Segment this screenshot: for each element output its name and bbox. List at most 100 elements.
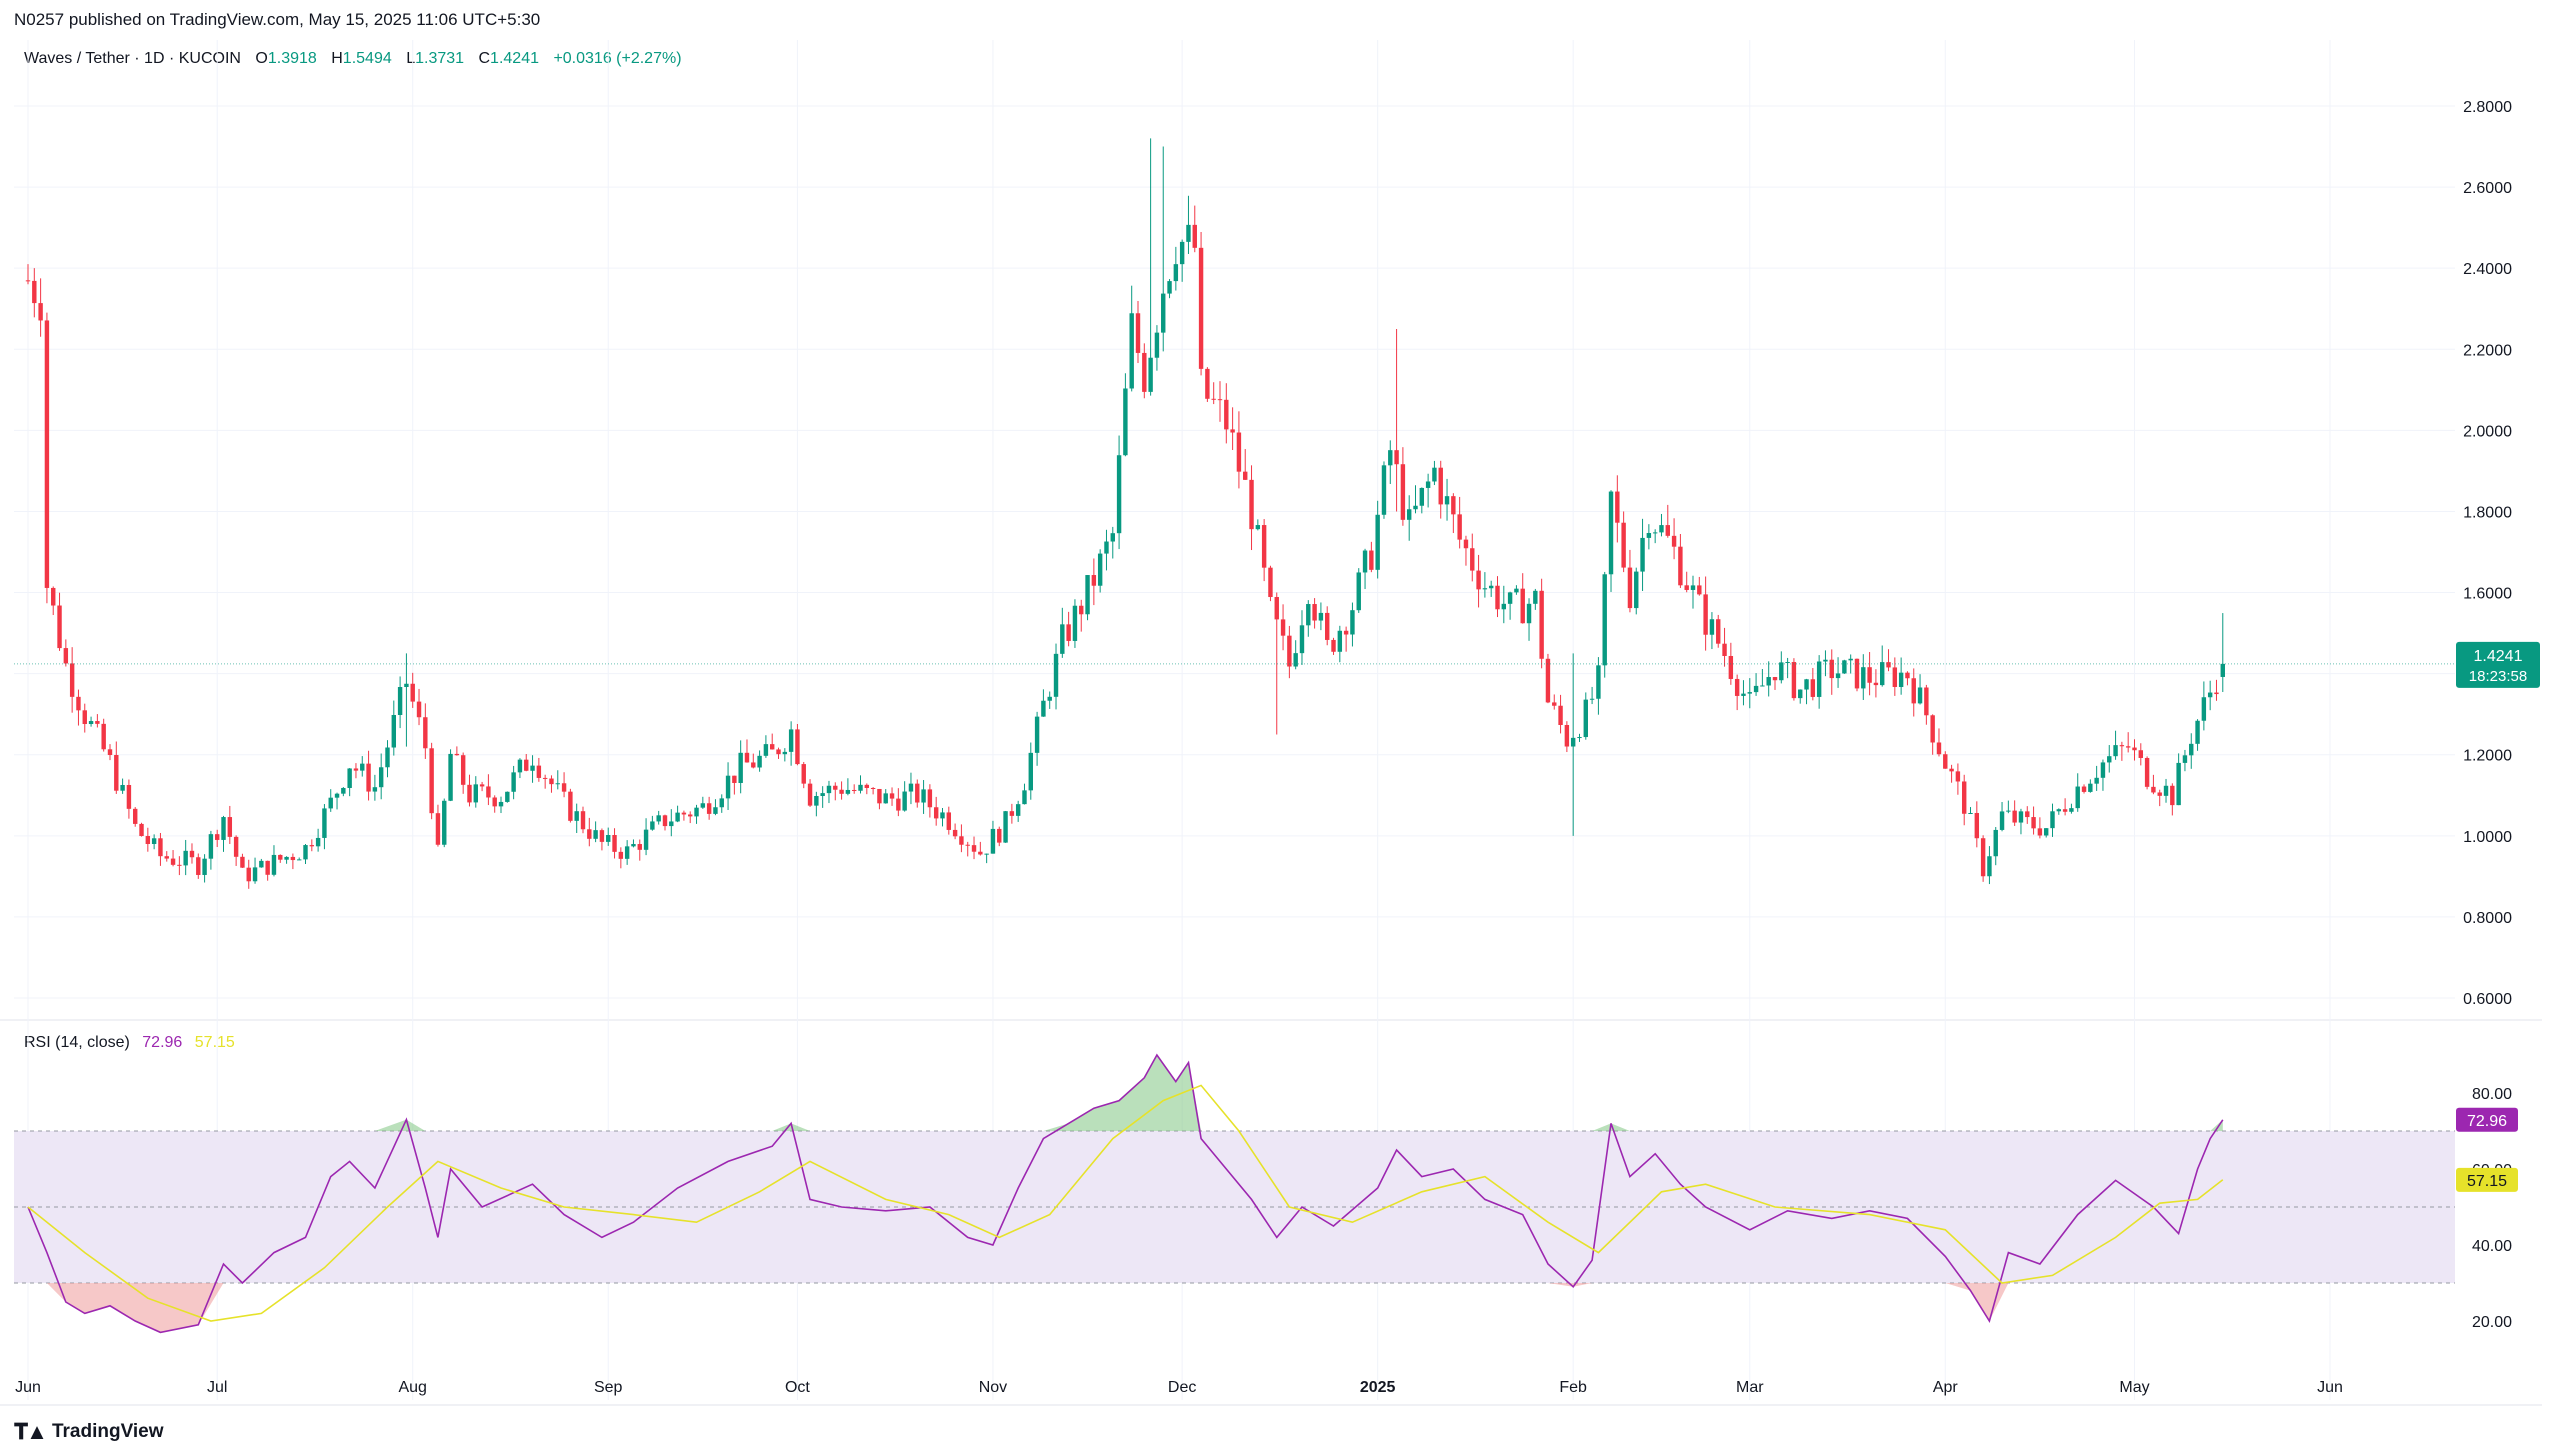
candle-body xyxy=(2062,809,2068,812)
tradingview-brand[interactable]: 𝐓▲ TradingView xyxy=(14,1419,164,1445)
candle-body xyxy=(1703,594,1708,635)
candle-body xyxy=(624,846,630,859)
candle-body xyxy=(309,845,315,847)
candle-body xyxy=(618,851,624,859)
candle-body xyxy=(1255,525,1261,530)
candle-body xyxy=(706,803,712,814)
candle-body xyxy=(2100,762,2106,778)
candle-body xyxy=(1993,829,1998,857)
candle-body xyxy=(397,687,403,715)
candle-body xyxy=(177,864,182,866)
rsi-ma-label: 57.15 xyxy=(2467,1173,2507,1190)
candle-body xyxy=(296,859,302,861)
candle-body xyxy=(990,828,996,854)
symbol-title[interactable]: Waves / Tether · 1D · KUCOIN xyxy=(24,50,241,67)
candle-body xyxy=(1615,491,1620,523)
candle-body xyxy=(1211,398,1216,400)
candle-body xyxy=(511,772,516,792)
candle-body xyxy=(1205,368,1210,399)
price-tick-label: 2.0000 xyxy=(2463,423,2512,440)
candle-body xyxy=(1798,689,1803,699)
candle-body xyxy=(1634,571,1639,609)
candle-body xyxy=(1261,525,1267,568)
candle-body xyxy=(1760,685,1765,687)
candle-body xyxy=(214,834,220,840)
candle-body xyxy=(233,836,239,857)
candle-body xyxy=(1772,677,1778,681)
candle-body xyxy=(2113,745,2118,757)
candle-body xyxy=(1337,630,1343,652)
price-tick-label: 2.6000 xyxy=(2463,180,2512,197)
change-value: +0.0316 (+2.27%) xyxy=(553,50,682,67)
price-tick-label: 0.8000 xyxy=(2463,910,2512,927)
rsi-series xyxy=(27,1053,2224,1334)
high-value: 1.5494 xyxy=(342,50,392,67)
candle-body xyxy=(221,817,226,840)
candle-body xyxy=(114,755,119,791)
candle-body xyxy=(965,844,970,846)
rsi-legend-value: 72.96 xyxy=(142,1034,183,1051)
candle-body xyxy=(1621,522,1626,568)
candle-body xyxy=(1369,550,1374,570)
candle-body xyxy=(732,775,737,783)
candle-body xyxy=(1640,537,1645,572)
candle-body xyxy=(303,845,308,860)
tradingview-logo-icon: 𝐓▲ xyxy=(14,1419,48,1444)
rsi-tick-label: 80.00 xyxy=(2472,1086,2512,1103)
candle-body xyxy=(530,765,535,771)
candle-body xyxy=(606,835,611,842)
candle-body xyxy=(2056,809,2062,812)
candle-body xyxy=(246,867,251,882)
candle-body xyxy=(1842,660,1847,674)
axis-tags-layer: 1.4241 18:23:58 72.96 57.15 xyxy=(2456,641,2540,1192)
candle-body xyxy=(322,808,327,838)
candle-body xyxy=(2107,756,2112,763)
candle-body xyxy=(1457,514,1462,540)
candle-body xyxy=(1419,487,1425,506)
candle-body xyxy=(1406,509,1412,520)
candle-body xyxy=(1753,685,1759,693)
candle-body xyxy=(1861,667,1866,689)
candle-body xyxy=(1577,737,1582,739)
candle-body xyxy=(2031,817,2036,829)
candle-body xyxy=(1716,619,1721,644)
candle-body xyxy=(44,320,50,588)
candle-body xyxy=(170,858,176,865)
rsi-label[interactable]: RSI (14, close) xyxy=(24,1034,130,1051)
candle-body xyxy=(1318,612,1324,621)
candle-body xyxy=(460,755,466,785)
candle-body xyxy=(2138,750,2144,758)
candle-body xyxy=(694,807,699,817)
candle-body xyxy=(1470,548,1475,571)
candle-body xyxy=(1678,546,1683,586)
time-tick-label: 2025 xyxy=(1360,1379,1396,1396)
candle-body xyxy=(1943,754,1948,769)
candle-body xyxy=(2189,743,2194,756)
axes-layer: 0.60000.80001.00001.20001.40001.60001.80… xyxy=(15,99,2512,1396)
candle-body xyxy=(2050,811,2055,829)
candle-body xyxy=(145,836,151,845)
candle-body xyxy=(1047,696,1052,701)
candle-body xyxy=(1331,639,1336,652)
candle-body xyxy=(984,853,989,855)
candle-body xyxy=(833,785,838,790)
candle-body xyxy=(1785,662,1790,664)
candle-body xyxy=(1545,658,1551,703)
candle-body xyxy=(555,783,560,785)
candle-body xyxy=(599,830,605,842)
candle-body xyxy=(1293,653,1298,667)
rsi-band-layer xyxy=(14,1130,2455,1284)
candle-body xyxy=(1482,588,1488,590)
candle-body xyxy=(1652,532,1658,534)
candle-body xyxy=(662,815,668,827)
candle-body xyxy=(2176,762,2181,806)
candle-body xyxy=(1892,667,1898,687)
candle-body xyxy=(2144,757,2150,787)
low-value: 1.3731 xyxy=(415,50,465,67)
candle-body xyxy=(1741,693,1746,696)
time-tick-label: Jul xyxy=(207,1379,227,1396)
candle-body xyxy=(1135,313,1141,353)
candle-body xyxy=(1104,541,1109,554)
candle-body xyxy=(278,854,283,860)
